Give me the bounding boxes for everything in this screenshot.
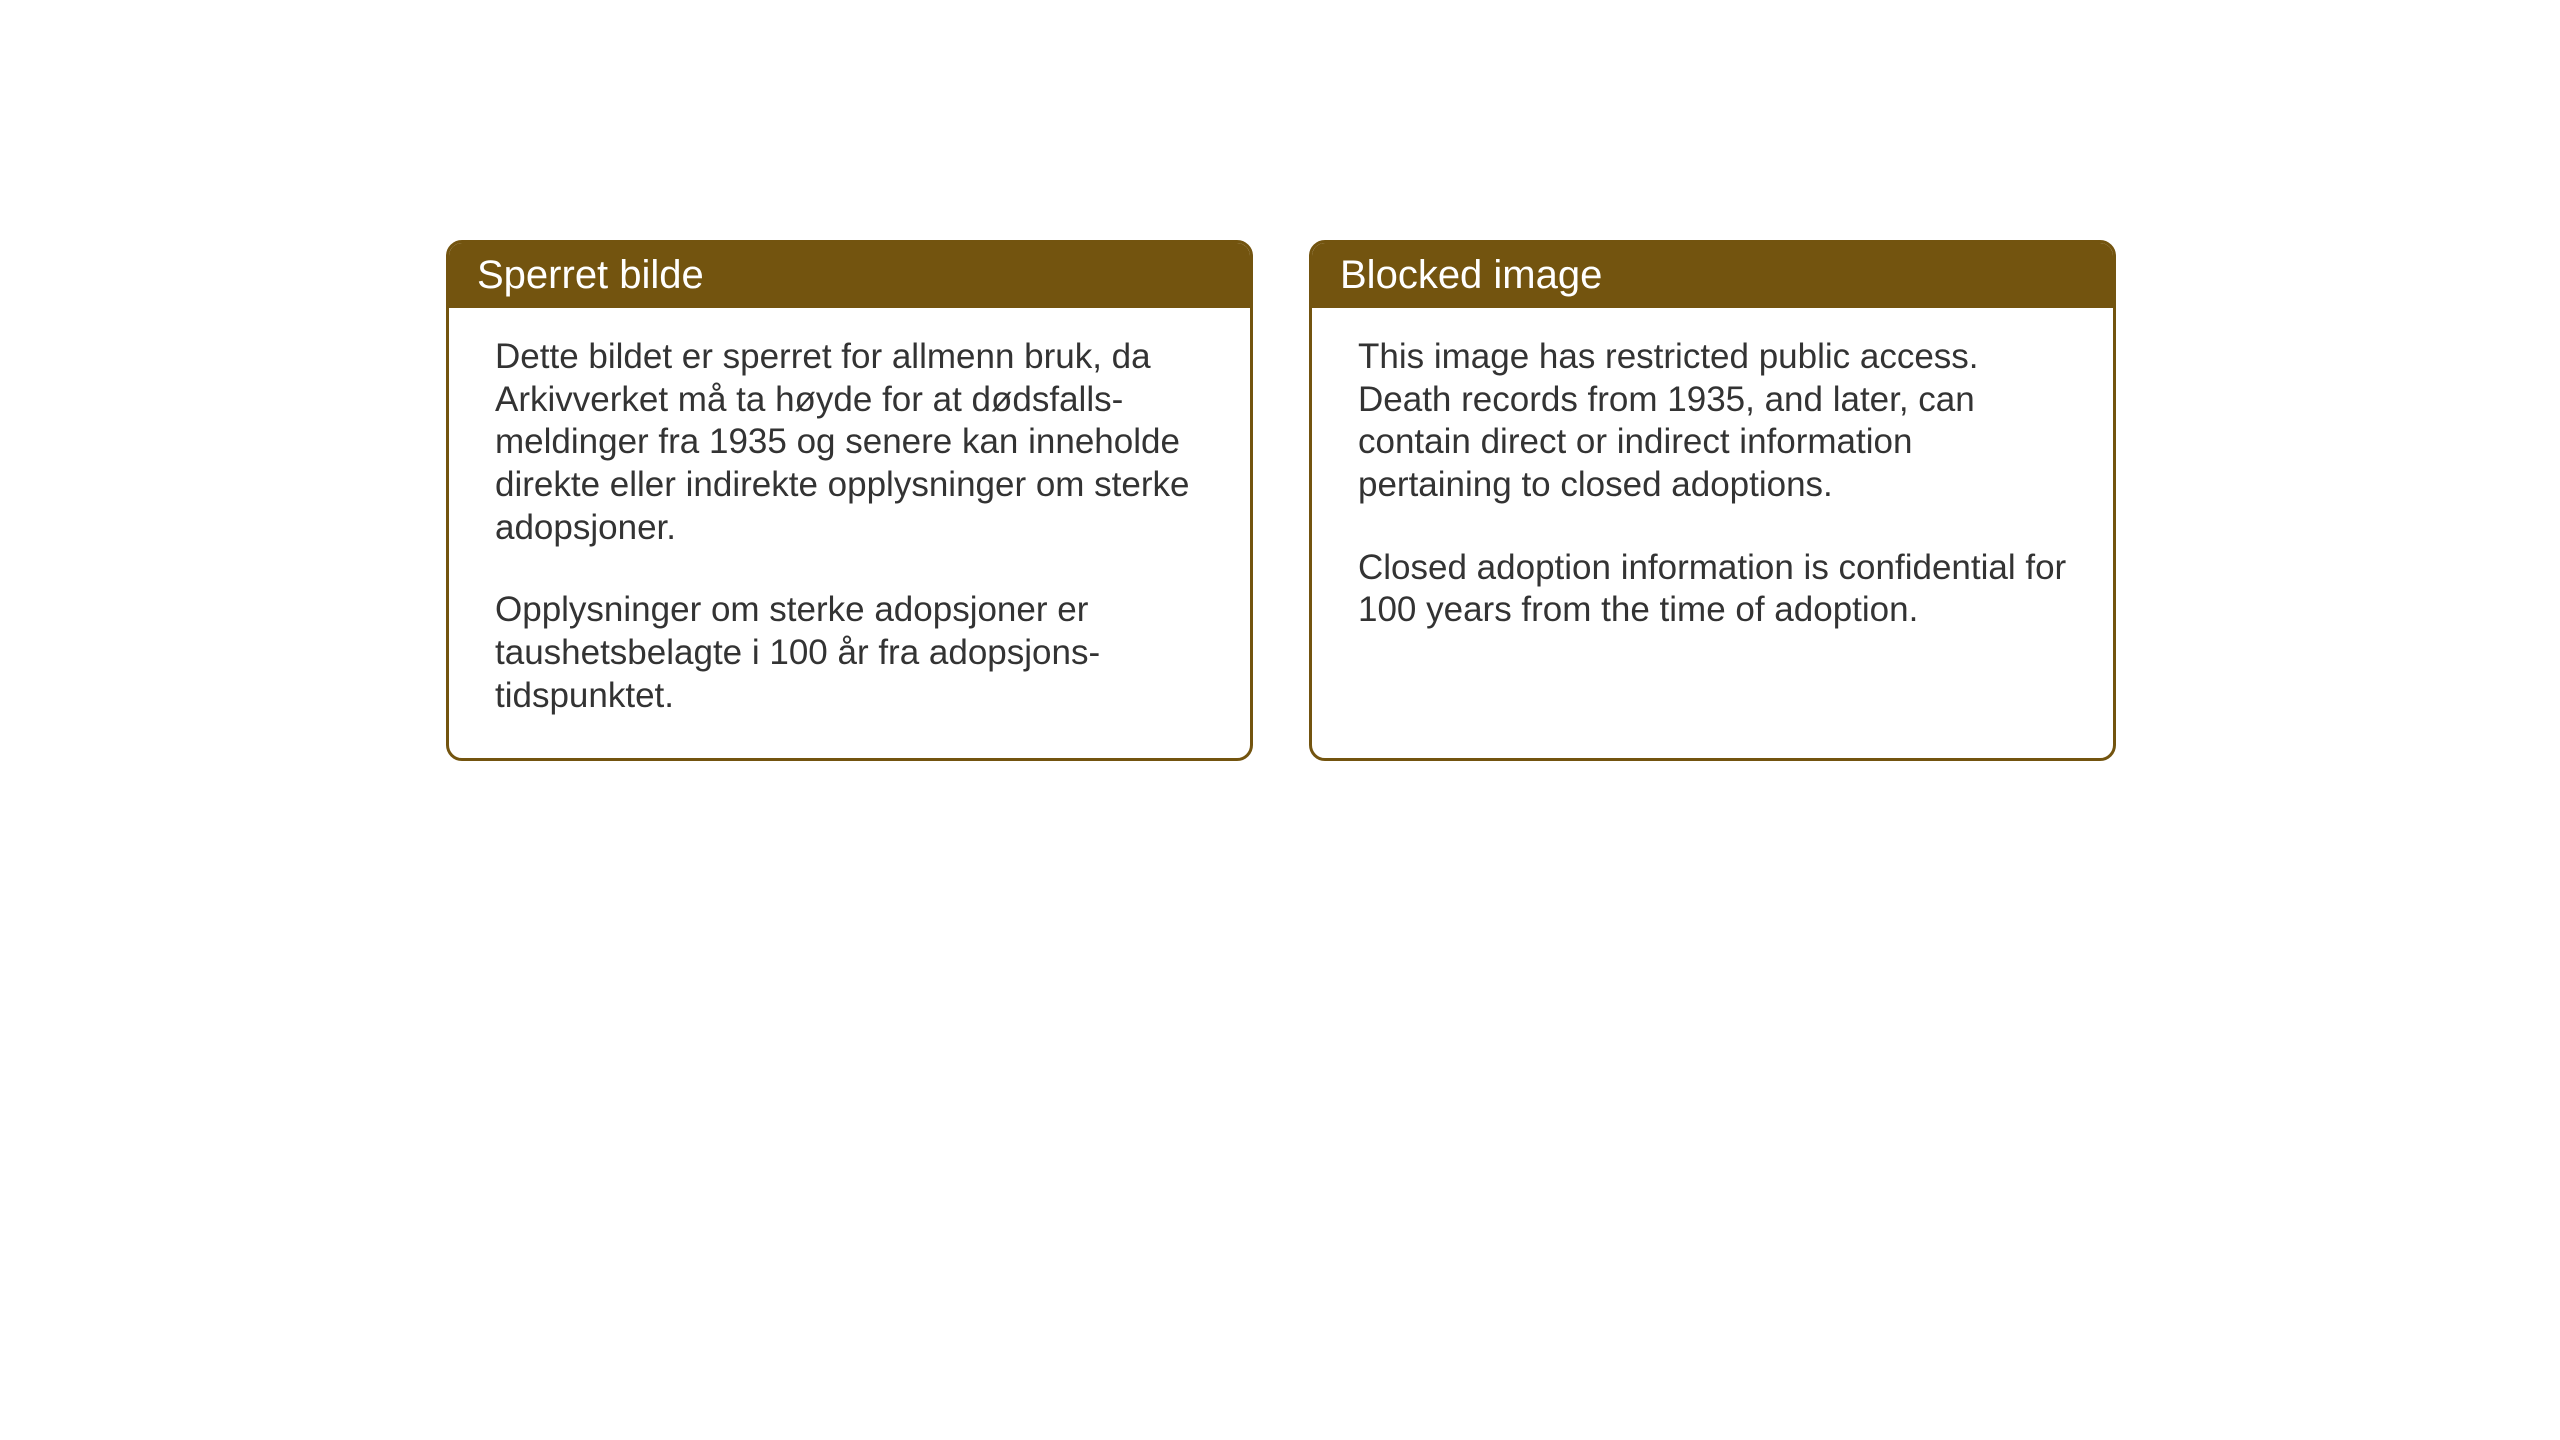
notice-card-norwegian: Sperret bilde Dette bildet er sperret fo… [446, 240, 1253, 761]
card-header-norwegian: Sperret bilde [449, 243, 1250, 308]
card-body-norwegian: Dette bildet er sperret for allmenn bruk… [449, 308, 1250, 758]
card-title-english: Blocked image [1340, 253, 1602, 297]
card-paragraph-2-english: Closed adoption information is confident… [1358, 547, 2067, 632]
notice-cards-container: Sperret bilde Dette bildet er sperret fo… [446, 240, 2116, 761]
card-body-english: This image has restricted public access.… [1312, 308, 2113, 672]
card-paragraph-1-english: This image has restricted public access.… [1358, 336, 2067, 507]
notice-card-english: Blocked image This image has restricted … [1309, 240, 2116, 761]
card-paragraph-1-norwegian: Dette bildet er sperret for allmenn bruk… [495, 336, 1204, 549]
card-title-norwegian: Sperret bilde [477, 253, 704, 297]
card-paragraph-2-norwegian: Opplysninger om sterke adopsjoner er tau… [495, 589, 1204, 717]
card-header-english: Blocked image [1312, 243, 2113, 308]
